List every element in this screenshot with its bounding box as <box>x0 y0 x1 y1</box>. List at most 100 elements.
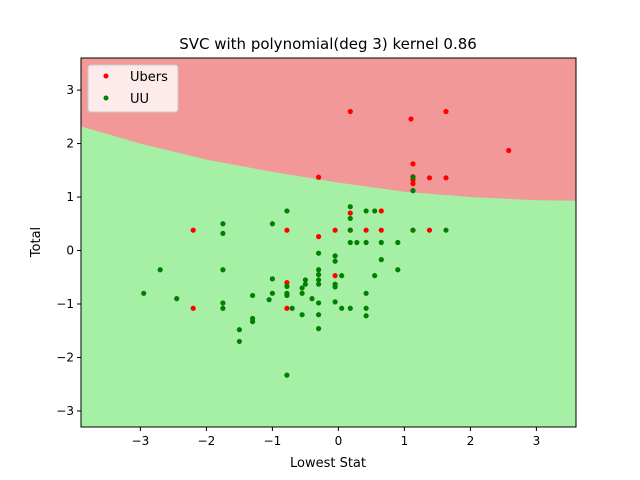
point-uu <box>302 277 308 283</box>
point-uu <box>354 239 360 246</box>
point-uu <box>363 313 369 319</box>
point-uu <box>395 239 401 246</box>
point-uu <box>372 273 378 279</box>
point-uu <box>347 239 353 246</box>
point-uu <box>316 250 322 256</box>
point-uu <box>157 267 163 273</box>
point-uu <box>443 227 449 233</box>
point-uu <box>236 327 242 333</box>
point-ubers <box>347 108 353 115</box>
y-tick-label: −1 <box>56 297 74 311</box>
point-uu <box>299 312 305 318</box>
point-uu <box>289 305 295 311</box>
point-ubers <box>408 116 414 122</box>
point-uu <box>363 208 369 214</box>
point-uu <box>395 267 401 273</box>
x-tick-label: 3 <box>533 434 541 448</box>
point-uu <box>347 305 353 311</box>
point-uu <box>339 273 345 279</box>
point-uu <box>284 208 290 214</box>
point-ubers <box>316 234 322 240</box>
point-uu <box>316 271 322 278</box>
point-uu <box>174 296 180 302</box>
point-uu <box>250 319 256 325</box>
point-uu <box>339 305 345 311</box>
point-uu <box>363 239 369 246</box>
region-uu <box>81 126 576 427</box>
point-uu <box>220 305 226 311</box>
point-uu <box>347 215 353 222</box>
point-uu <box>302 281 308 287</box>
point-ubers <box>316 174 322 180</box>
x-tick-label: −3 <box>132 434 150 448</box>
point-ubers <box>378 227 384 233</box>
point-uu <box>316 281 322 287</box>
point-uu <box>316 312 322 318</box>
plot-frame <box>80 57 577 428</box>
point-uu <box>269 290 275 296</box>
point-uu <box>220 221 226 227</box>
point-ubers <box>426 175 433 181</box>
point-uu <box>332 258 338 264</box>
x-tick-label: 0 <box>335 434 343 448</box>
y-axis-label: Total <box>29 227 44 258</box>
legend-label-ubers: Ubers <box>130 70 168 85</box>
x-tick-label: 2 <box>467 434 475 448</box>
point-uu <box>316 300 322 306</box>
point-uu <box>141 290 147 296</box>
point-uu <box>299 285 305 291</box>
y-tick-label: −2 <box>56 350 74 364</box>
point-uu <box>363 305 369 311</box>
point-ubers <box>378 208 384 214</box>
point-uu <box>220 230 226 237</box>
point-uu <box>347 227 353 233</box>
point-ubers <box>506 147 512 154</box>
point-uu <box>378 239 384 246</box>
point-uu <box>316 326 322 332</box>
y-tick-label: 1 <box>66 190 74 204</box>
point-ubers <box>347 210 353 216</box>
point-uu <box>332 299 338 305</box>
point-uu <box>284 292 290 299</box>
point-uu <box>269 221 275 227</box>
point-uu <box>316 277 322 283</box>
point-uu <box>332 284 338 290</box>
y-axis-ticks: −3 −2 −1 0 1 2 3 <box>56 83 81 418</box>
point-uu <box>269 276 275 282</box>
point-ubers <box>284 227 290 233</box>
x-axis-ticks: −3 −2 −1 0 1 2 3 <box>132 427 541 448</box>
point-ubers <box>190 305 196 311</box>
point-uu <box>284 372 290 378</box>
point-ubers <box>190 227 196 233</box>
point-uu <box>220 300 226 306</box>
point-uu <box>378 257 384 263</box>
point-uu <box>316 267 322 273</box>
legend-marker-uu <box>103 95 109 101</box>
point-uu <box>250 292 256 299</box>
point-uu <box>332 253 338 259</box>
point-uu <box>410 188 416 194</box>
point-uu <box>284 283 290 289</box>
point-uu <box>266 297 272 303</box>
x-axis-label: Lowest Stat <box>290 456 366 471</box>
point-ubers <box>443 108 449 115</box>
point-ubers <box>332 273 338 279</box>
point-ubers <box>363 227 369 233</box>
point-ubers <box>284 280 290 286</box>
x-tick-label: −2 <box>198 434 216 448</box>
point-ubers <box>426 227 433 233</box>
point-uu <box>372 208 378 214</box>
point-uu <box>309 296 315 302</box>
y-tick-label: 0 <box>66 244 74 258</box>
legend-box <box>87 64 179 113</box>
plot-background <box>81 58 576 427</box>
point-uu <box>363 290 369 296</box>
y-tick-label: −3 <box>56 404 74 418</box>
legend: Ubers UU <box>87 64 179 113</box>
point-ubers <box>443 175 449 181</box>
data-points <box>141 108 512 378</box>
point-uu <box>410 174 416 180</box>
point-ubers <box>410 161 416 167</box>
point-ubers <box>332 227 338 233</box>
